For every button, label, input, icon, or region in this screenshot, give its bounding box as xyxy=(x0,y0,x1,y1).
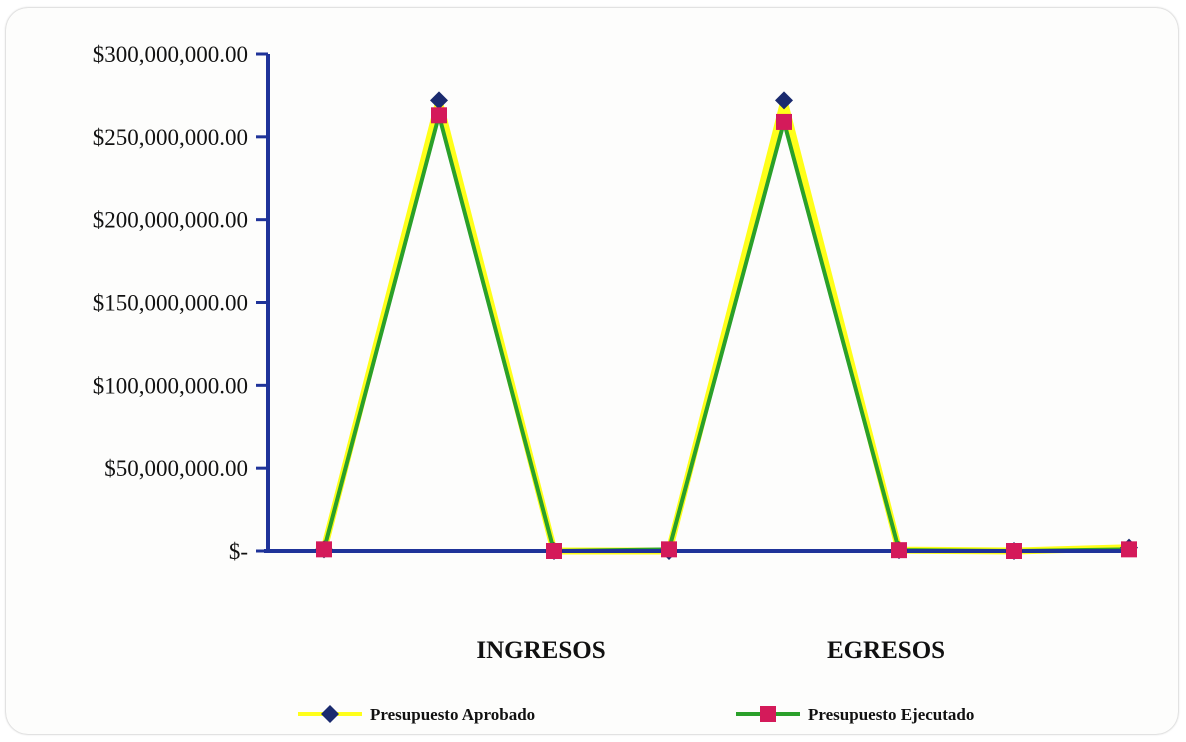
legend-label: Presupuesto Aprobado xyxy=(370,705,535,724)
series-2-point xyxy=(661,541,677,558)
y-tick-label: $300,000,000.00 xyxy=(93,42,248,67)
y-tick-label: $50,000,000.00 xyxy=(104,456,248,481)
series-1-point xyxy=(775,91,793,110)
series-2-point xyxy=(316,541,332,558)
y-tick-label: $- xyxy=(229,539,248,564)
legend-label: Presupuesto Ejecutado xyxy=(808,705,974,724)
x-category-label: EGRESOS xyxy=(827,637,945,664)
y-tick-label: $250,000,000.00 xyxy=(93,125,248,150)
line-chart: $- $50,000,000.00 $100,000,000.00 $150,000,… xyxy=(93,42,1138,724)
series-2-point xyxy=(1006,543,1022,559)
series-2-point xyxy=(546,543,562,559)
x-axis-category-labels: INGRESOS EGRESOS xyxy=(476,637,945,664)
legend: Presupuesto Aprobado Presupuesto Ejecutad… xyxy=(298,705,974,724)
chart-card: $- $50,000,000.00 $100,000,000.00 $150,000,… xyxy=(6,8,1178,734)
series-2-point xyxy=(776,113,792,130)
series-2-point xyxy=(431,107,447,124)
legend-marker-2 xyxy=(760,706,776,722)
series-lines xyxy=(320,99,1130,555)
series-markers xyxy=(315,91,1138,560)
series-line-2 xyxy=(322,107,1130,554)
series-2-point xyxy=(891,542,907,559)
y-tick-label: $150,000,000.00 xyxy=(93,291,248,316)
legend-marker-1 xyxy=(321,705,339,723)
series-2-point xyxy=(1121,541,1137,558)
series-line-1 xyxy=(320,99,1130,555)
y-tick-label: $100,000,000.00 xyxy=(93,373,248,398)
series-1-point xyxy=(430,91,448,110)
x-category-label: INGRESOS xyxy=(476,637,605,664)
y-tick-label: $200,000,000.00 xyxy=(93,208,248,233)
y-axis-ticks: $- $50,000,000.00 $100,000,000.00 $150,000,… xyxy=(93,42,268,564)
